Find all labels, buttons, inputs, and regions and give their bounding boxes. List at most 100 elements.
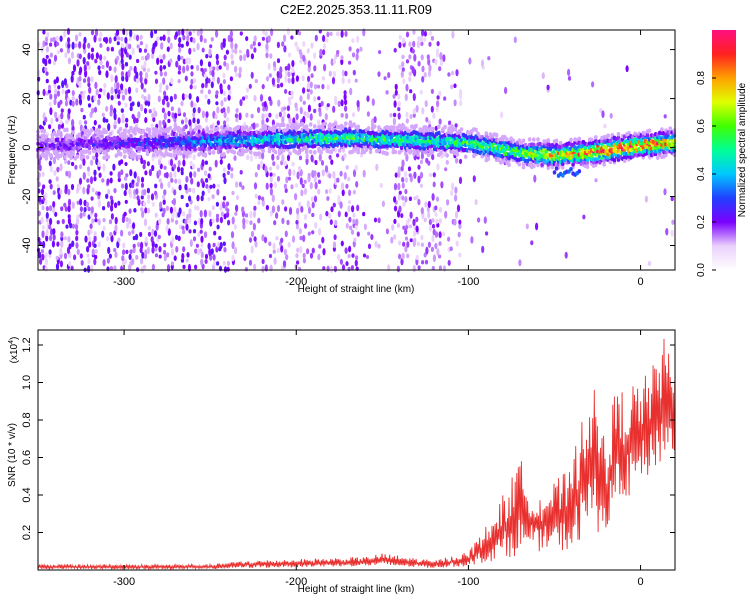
noise-cell: [609, 112, 613, 119]
noise-cell: [67, 57, 71, 65]
noise-cell: [117, 117, 121, 124]
noise-cell: [143, 189, 147, 196]
ridge-cell: [366, 126, 371, 131]
noise-cell: [193, 102, 197, 108]
ridge-cell: [377, 148, 381, 153]
noise-cell: [356, 204, 360, 212]
noise-cell: [350, 265, 354, 270]
noise-cell: [185, 40, 189, 47]
noise-cell: [387, 72, 391, 79]
noise-cell: [160, 182, 164, 190]
noise-cell: [401, 54, 405, 60]
noise-cell: [123, 190, 127, 197]
noise-cell: [190, 177, 194, 185]
noise-cell: [112, 163, 116, 171]
noise-cell: [203, 73, 207, 79]
noise-cell: [223, 120, 227, 126]
ridge-cell: [403, 151, 408, 156]
spectrogram-ridge: [36, 121, 677, 178]
noise-cell: [275, 212, 279, 219]
noise-cell: [434, 231, 439, 238]
noise-cell: [349, 87, 353, 96]
noise-cell: [101, 178, 105, 183]
noise-cell: [56, 90, 61, 97]
noise-cell: [297, 165, 302, 172]
noise-cell: [257, 200, 261, 206]
noise-cell: [320, 160, 325, 166]
noise-cell: [153, 230, 158, 237]
ridge-cell: [133, 131, 137, 136]
noise-cell: [102, 163, 106, 172]
noise-cell: [373, 116, 377, 124]
noise-cell: [306, 111, 310, 119]
noise-cell: [359, 46, 363, 52]
noise-cell: [87, 42, 91, 49]
noise-cell: [398, 205, 402, 213]
noise-cell: [190, 78, 194, 85]
noise-cell: [341, 189, 345, 197]
noise-cell: [420, 152, 424, 160]
noise-cell: [332, 58, 336, 65]
noise-cell: [211, 194, 215, 200]
ridge-cell: [561, 165, 565, 170]
noise-cell: [354, 164, 358, 172]
ridge-cell: [672, 138, 677, 143]
noise-cell: [430, 88, 434, 94]
noise-cell: [409, 113, 413, 120]
snr-panel: -300 -200 -100 0 0.20.40.60.81.01.2 Height …: [7, 329, 676, 595]
noise-cell: [322, 43, 326, 50]
noise-cell: [97, 241, 101, 248]
noise-cell: [123, 258, 127, 265]
noise-cell: [227, 84, 231, 91]
noise-cell: [44, 67, 48, 72]
noise-cell: [94, 218, 98, 223]
noise-cell: [287, 52, 292, 58]
noise-cell: [362, 211, 366, 217]
noise-cell: [170, 106, 174, 111]
noise-cell: [143, 48, 148, 53]
noise-cell: [128, 54, 132, 60]
noise-cell: [344, 247, 348, 254]
noise-cell: [93, 119, 97, 126]
noise-cell: [40, 216, 44, 224]
noise-cell: [252, 210, 257, 219]
noise-cell: [385, 90, 389, 95]
ridge-cell: [319, 150, 323, 155]
noise-cell: [173, 170, 177, 178]
noise-cell: [113, 120, 117, 126]
noise-cell: [131, 113, 135, 120]
noise-cell: [127, 231, 132, 236]
noise-cell: [339, 258, 343, 265]
noise-cell: [421, 65, 425, 73]
noise-cell: [254, 193, 258, 199]
noise-cell: [366, 111, 370, 117]
noise-cell: [67, 236, 71, 243]
noise-cell: [180, 194, 184, 200]
noise-cell: [216, 261, 220, 266]
noise-cell: [156, 36, 160, 42]
noise-cell: [52, 190, 56, 196]
noise-cell: [50, 117, 54, 125]
noise-cell: [401, 67, 405, 72]
noise-cell: [411, 66, 415, 74]
noise-cell: [45, 78, 49, 84]
noise-cell: [226, 266, 230, 272]
noise-cell: [127, 69, 131, 78]
noise-cell: [296, 171, 300, 180]
noise-cell: [250, 43, 254, 50]
noise-cell: [282, 110, 287, 118]
noise-cell: [287, 113, 291, 119]
noise-cell: [82, 158, 86, 166]
noise-cell: [79, 206, 83, 212]
noise-cell: [253, 182, 258, 190]
noise-cell: [93, 95, 97, 102]
noise-cell: [397, 193, 401, 201]
noise-cell: [248, 83, 252, 89]
noise-cell: [54, 88, 58, 95]
spectrogram-y-tick-label: 20: [21, 92, 33, 104]
noise-cell: [340, 113, 344, 118]
noise-cell: [139, 41, 143, 46]
noise-cell: [244, 95, 248, 99]
snr-y-tick-label: 1.2: [21, 337, 33, 352]
ridge-cell: [129, 133, 133, 139]
